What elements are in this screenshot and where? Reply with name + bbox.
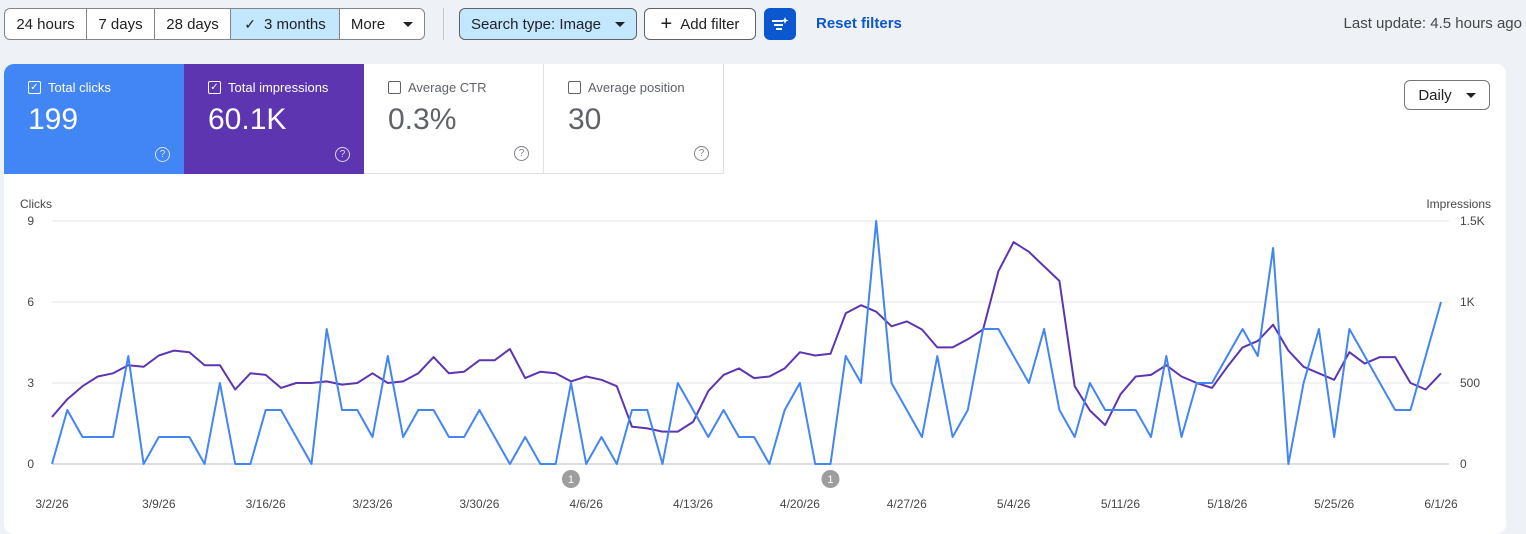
metric-label: Total impressions [228,80,329,95]
annotation-label: 1 [827,474,833,486]
range-28-days[interactable]: 28 days [155,9,231,39]
more-ranges-dropdown[interactable]: More [340,9,424,39]
y-left-tick-label: 6 [27,295,34,309]
x-tick-label: 4/6/26 [570,497,604,511]
last-update-text: Last update: 4.5 hours ago [1343,15,1522,32]
x-tick-label: 6/1/26 [1424,497,1458,511]
checkbox-checked-icon[interactable]: ✓ [208,81,221,94]
x-tick-label: 5/11/26 [1101,497,1140,511]
performance-card: 0 3 6 9 0 500 1K 1.5K Clicks Impressions 3/2/26 3/9… [4,64,1506,534]
y-right-tick-label: 1.5K [1460,214,1485,228]
add-filter-button[interactable]: + Add filter [644,8,756,40]
date-range-selector: 24 hours 7 days 28 days ✓ 3 months More [4,8,425,40]
metric-value: 199 [28,103,79,136]
y-right-axis-title: Impressions [1426,197,1491,211]
metric-value: 0.3% [388,103,457,136]
y-right-tick-label: 500 [1460,376,1480,390]
checkbox-unchecked-icon[interactable] [388,81,401,94]
annotation-label: 1 [568,474,574,486]
x-tick-label: 3/16/26 [246,497,286,511]
range-24-hours[interactable]: 24 hours [5,9,87,39]
metric-label: Average position [588,80,685,95]
metric-average-ctr[interactable]: Average CTR 0.3% ? [364,64,544,174]
help-icon[interactable]: ? [514,146,529,161]
checkmark-icon: ✓ [244,15,257,32]
metric-average-position[interactable]: Average position 30 ? [544,64,724,174]
help-icon[interactable]: ? [155,147,170,162]
y-left-tick-label: 0 [27,457,34,471]
annotation-marker[interactable] [821,470,840,488]
toolbar-divider [443,8,444,40]
metric-value: 30 [568,103,602,136]
filter-sparkle-icon [772,17,789,30]
x-tick-label: 3/9/26 [142,497,176,511]
performance-chart: 0 3 6 9 0 500 1K 1.5K Clicks Impressions 3/2/26 3/9… [20,197,1491,511]
y-right-tick-label: 0 [1460,457,1467,471]
reset-filters-link[interactable]: Reset filters [816,15,902,32]
add-filter-label: Add filter [680,15,740,33]
range-7-days[interactable]: 7 days [87,9,155,39]
search-type-label: Search type: Image [470,15,602,33]
granularity-label: Daily [1418,86,1452,104]
x-tick-label: 4/20/26 [780,497,820,511]
granularity-dropdown[interactable]: Daily [1404,80,1490,110]
x-tick-label: 5/4/26 [997,497,1031,511]
checkbox-checked-icon[interactable]: ✓ [28,81,41,94]
series-line-impressions [51,241,1442,433]
x-tick-label: 3/30/26 [459,497,499,511]
metric-total-clicks[interactable]: ✓ Total clicks 199 ? [4,64,184,174]
metric-total-impressions[interactable]: ✓ Total impressions 60.1K ? [184,64,364,174]
y-right-tick-label: 1K [1460,295,1475,309]
caret-down-icon [1465,92,1476,98]
x-tick-label: 4/13/26 [673,497,713,511]
compare-filter-button[interactable] [764,8,796,40]
series-line-clicks [51,220,1442,465]
y-left-axis-title: Clicks [20,197,52,211]
metric-label: Total clicks [48,80,111,95]
help-icon[interactable]: ? [694,146,709,161]
caret-down-icon [615,21,626,27]
annotation-marker[interactable] [561,470,580,488]
range-3-months-label: 3 months [264,15,326,33]
x-tick-label: 3/23/26 [353,497,393,511]
x-tick-label: 3/2/26 [35,497,69,511]
caret-down-icon [403,21,414,27]
y-left-tick-label: 3 [27,376,34,390]
metric-label: Average CTR [408,80,487,95]
search-type-filter[interactable]: Search type: Image [459,8,637,40]
metric-value: 60.1K [208,103,287,136]
help-icon[interactable]: ? [335,147,350,162]
range-3-months[interactable]: ✓ 3 months [231,9,340,39]
more-label: More [350,15,386,33]
plus-icon: + [660,13,673,35]
x-tick-label: 4/27/26 [887,497,927,511]
x-tick-label: 5/25/26 [1314,497,1354,511]
y-left-tick-label: 9 [27,214,34,228]
checkbox-unchecked-icon[interactable] [568,81,581,94]
x-tick-label: 5/18/26 [1207,497,1247,511]
